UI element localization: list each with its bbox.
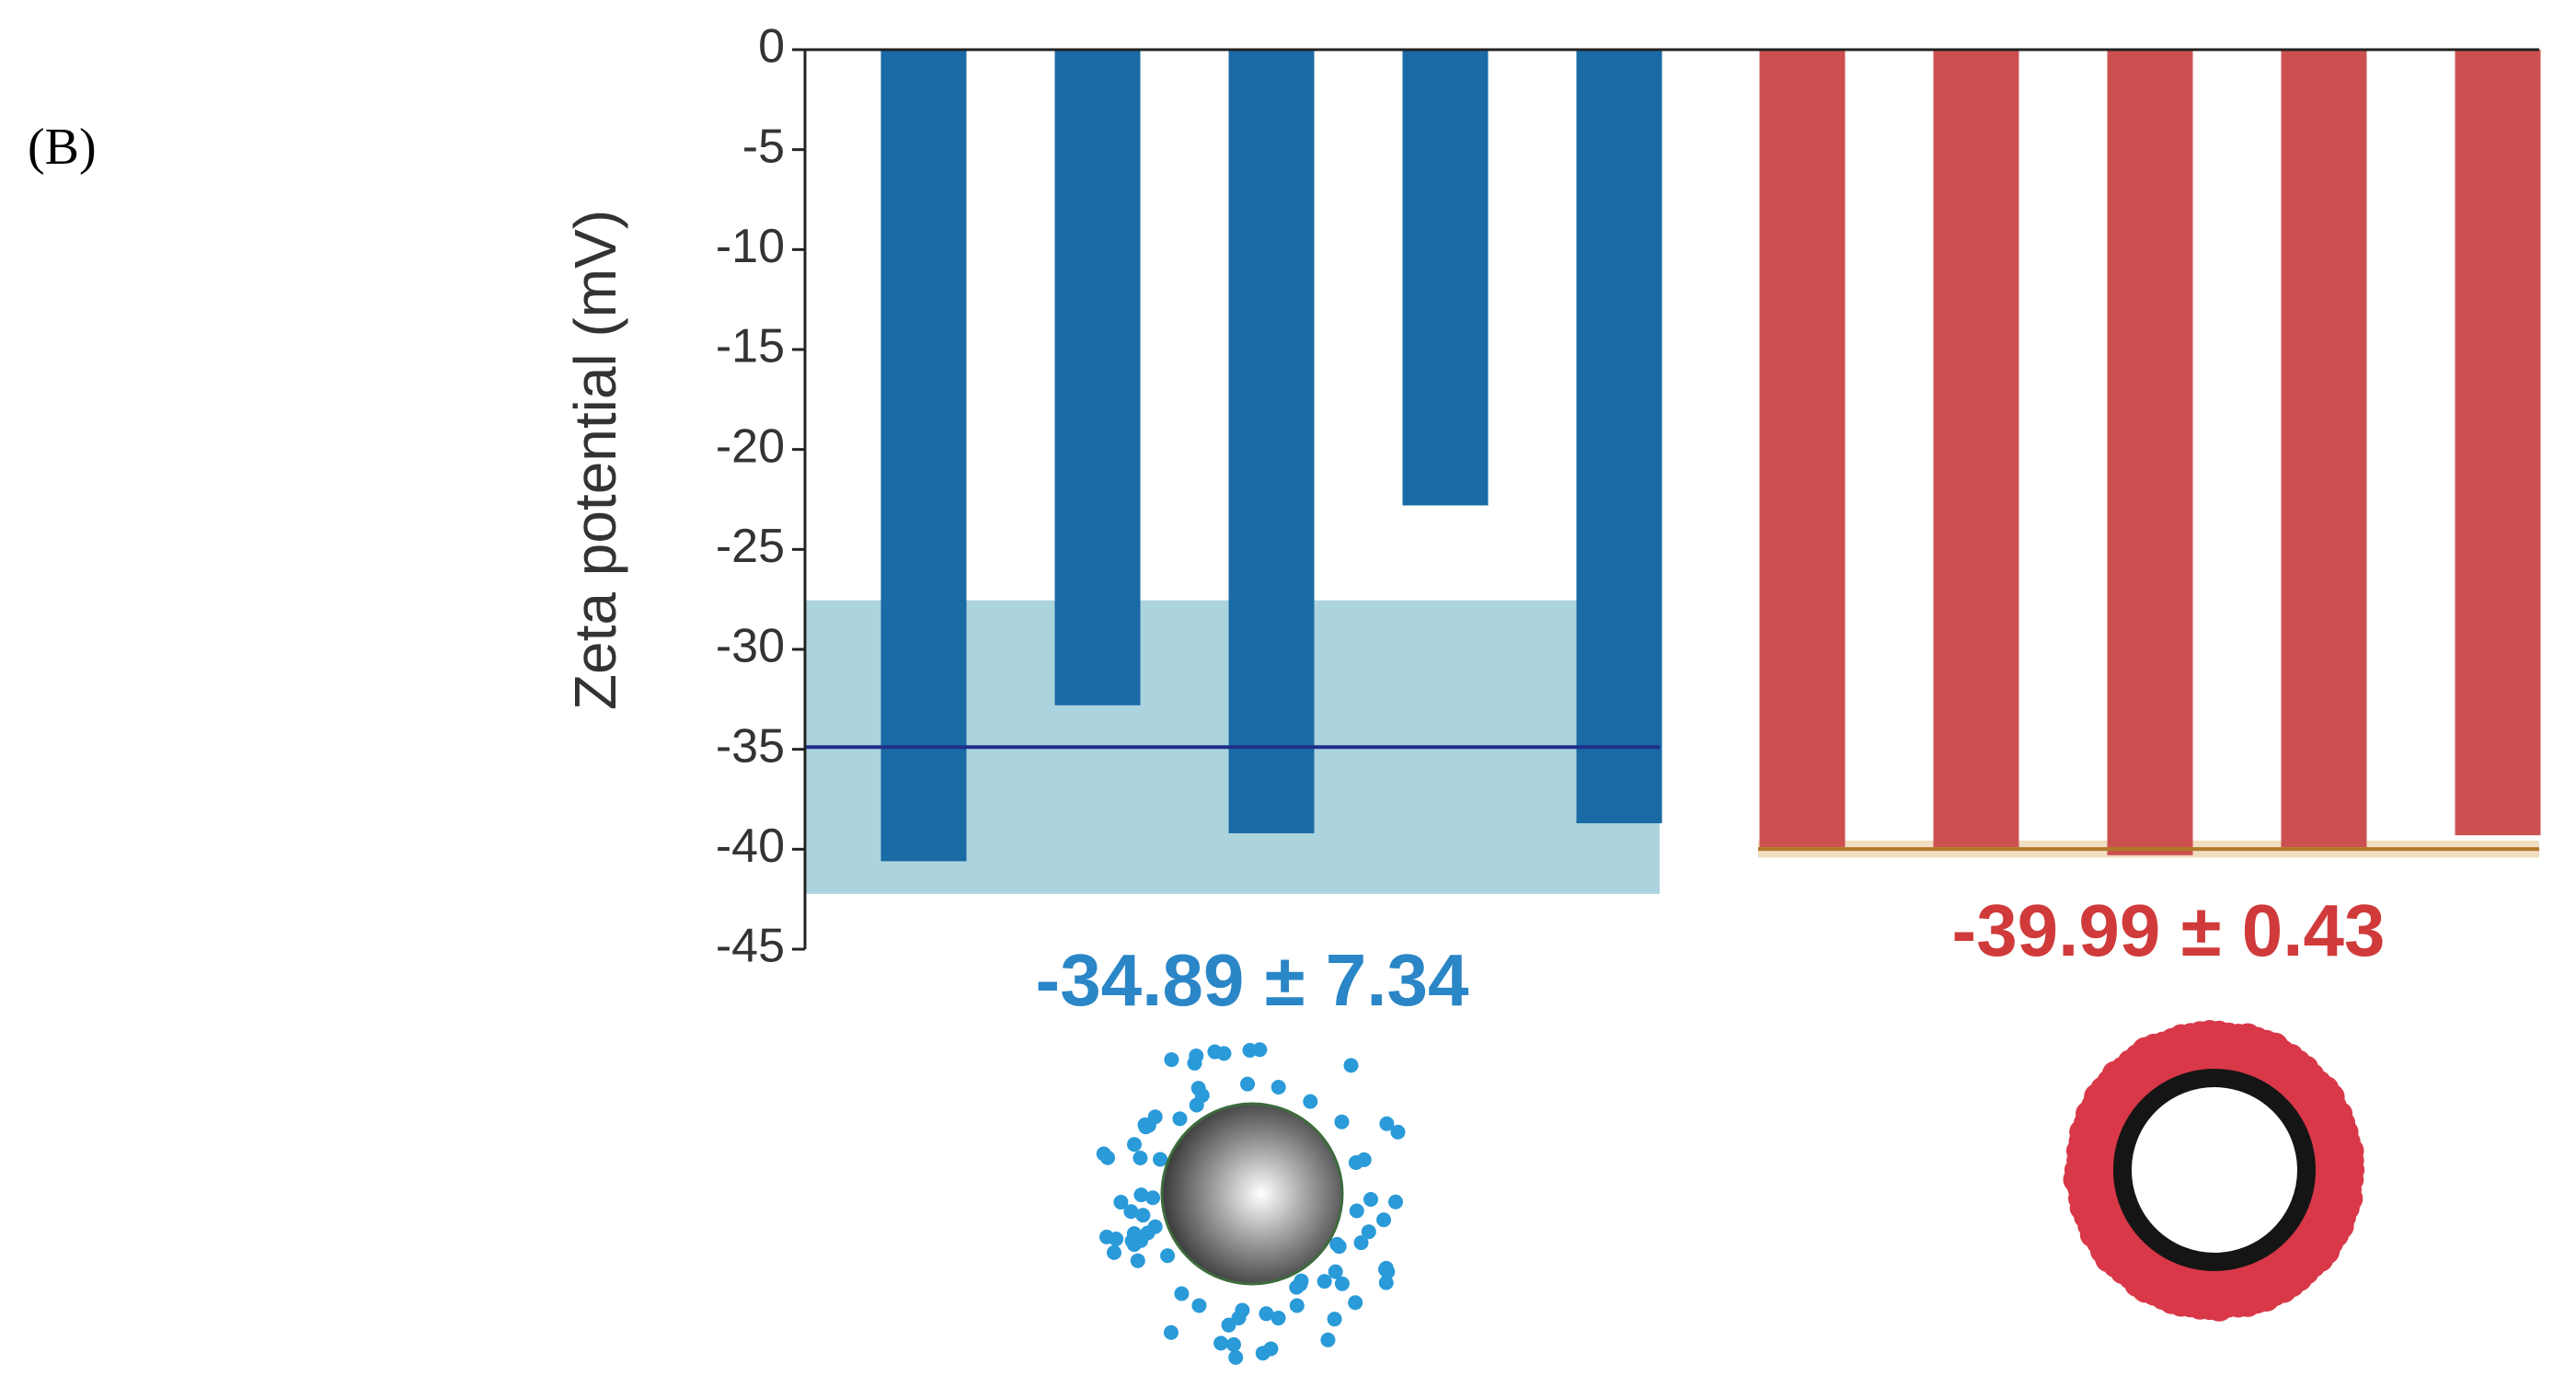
y-tick-label: -10 [716, 220, 785, 273]
ion-dot [1271, 1080, 1286, 1095]
hollow-core [2113, 1069, 2316, 1271]
ion-dot [1334, 1114, 1350, 1129]
bar [1402, 50, 1489, 506]
y-tick-label: -45 [716, 920, 785, 973]
ion-dot [1327, 1312, 1342, 1327]
ion-dot [1294, 1273, 1309, 1289]
core-particle [1160, 1102, 1344, 1286]
y-tick-label: -40 [716, 820, 785, 873]
ion-dot [1289, 1298, 1305, 1313]
ion-dot [1147, 1219, 1163, 1234]
ion-dot [1328, 1264, 1343, 1279]
ion-dot [1133, 1187, 1149, 1203]
ion-dot [1191, 1298, 1207, 1313]
y-tick-label: -20 [716, 419, 785, 473]
ion-dot [1317, 1274, 1332, 1290]
ion-dot [1213, 1335, 1229, 1351]
annotation: -39.99 ± 0.43 [1952, 889, 2386, 971]
ion-dot [1334, 1276, 1350, 1291]
ion-dot [1331, 1239, 1347, 1255]
bar [2455, 50, 2541, 836]
y-tick-label: -25 [716, 520, 785, 573]
ion-dot [1363, 1191, 1378, 1207]
ion-dot [1390, 1124, 1406, 1140]
ion-dot [1228, 1349, 1244, 1365]
ion-dot [1240, 1076, 1256, 1092]
y-tick-label: -30 [716, 620, 785, 673]
ion-dot [1189, 1048, 1204, 1063]
bar [2107, 50, 2193, 855]
ion-dot [1361, 1224, 1376, 1240]
ion-dot [1160, 1248, 1176, 1264]
ion-dot [1271, 1311, 1286, 1326]
bar [2281, 50, 2367, 848]
ion-dot [1388, 1194, 1404, 1209]
ion-dot [1172, 1111, 1188, 1127]
ion-dot [1190, 1081, 1206, 1096]
ion-dot [1153, 1152, 1168, 1167]
ion-dot [1231, 1311, 1247, 1326]
ion-dot [1163, 1324, 1179, 1340]
ion-dot [1320, 1332, 1336, 1347]
ion-dot [1348, 1295, 1363, 1311]
ion-dot [1164, 1052, 1179, 1068]
ion-dot [1126, 1137, 1142, 1152]
y-tick-label: -15 [716, 320, 785, 373]
ion-dot [1242, 1042, 1258, 1058]
ion-dot [1263, 1341, 1279, 1357]
ion-dot [1378, 1275, 1394, 1290]
bar [1576, 50, 1662, 824]
ion-dot [1174, 1286, 1190, 1301]
ion-dot [1379, 1116, 1395, 1131]
ion-dot [1109, 1232, 1124, 1247]
shell-dot [2340, 1148, 2364, 1173]
ion-dot [1135, 1208, 1151, 1223]
y-tick-label: -5 [742, 120, 785, 173]
ion-dot [1147, 1109, 1163, 1125]
bar [880, 50, 967, 862]
ion-dot [1349, 1203, 1364, 1219]
ion-dot [1133, 1151, 1148, 1166]
ion-dot [1303, 1094, 1318, 1109]
ion-dot [1259, 1306, 1274, 1322]
ion-dot [1133, 1232, 1148, 1248]
bar [1054, 50, 1141, 705]
ion-dot [1145, 1190, 1161, 1206]
particle-icons [1096, 1020, 2365, 1365]
ion-dot [1353, 1235, 1369, 1251]
ion-dot [1378, 1260, 1394, 1276]
bar [1228, 50, 1315, 833]
ion-dot [1343, 1058, 1359, 1073]
bar [1759, 50, 1846, 848]
ion-dot [1096, 1146, 1111, 1162]
panel-label: (B) [28, 119, 97, 176]
ion-dot [1123, 1204, 1139, 1220]
ion-dot [1130, 1253, 1145, 1268]
ion-dot [1356, 1152, 1372, 1167]
y-tick-label: 0 [758, 20, 785, 74]
ion-dot [1106, 1244, 1121, 1260]
y-tick-label: -35 [716, 719, 785, 773]
ion-dot [1376, 1212, 1392, 1228]
annotation: -34.89 ± 7.34 [1036, 939, 1469, 1021]
ion-dot [1113, 1195, 1129, 1210]
ion-dot [1225, 1336, 1241, 1352]
ion-dot [1216, 1046, 1232, 1061]
bar [1933, 50, 2019, 848]
y-axis-label: Zeta potential (mV) [562, 210, 628, 710]
ion-dot [1137, 1117, 1153, 1132]
